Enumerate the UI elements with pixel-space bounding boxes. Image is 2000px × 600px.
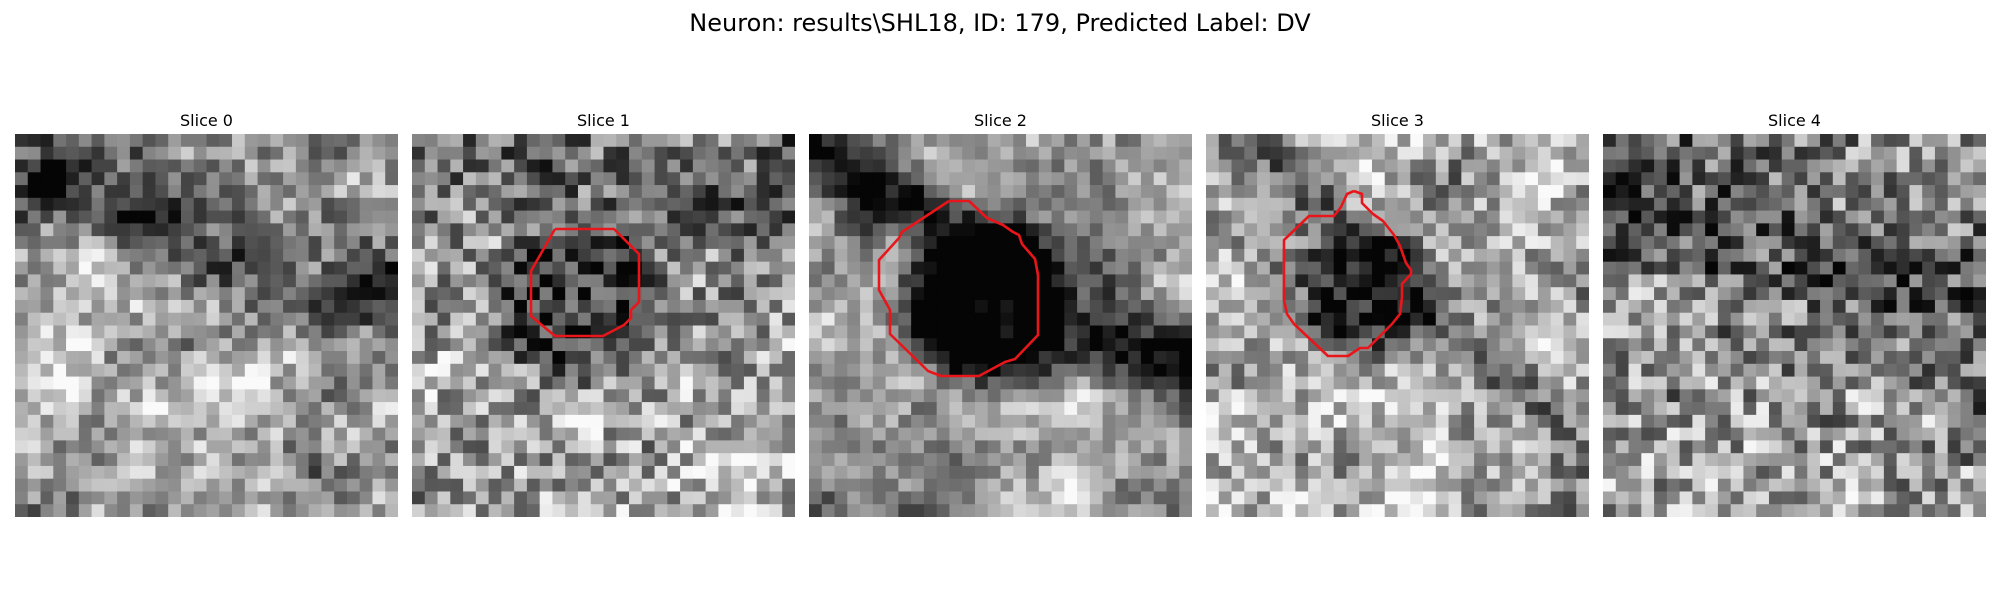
slice-panel-0: Slice 0 [15, 108, 398, 517]
slice-image-0 [15, 134, 398, 517]
slice-title-1: Slice 1 [577, 111, 630, 130]
slice-image-4 [1603, 134, 1986, 517]
slice-title-0: Slice 0 [180, 111, 233, 130]
slice-panel-3: Slice 3 [1206, 108, 1589, 517]
neuron-contour-1 [529, 227, 641, 338]
slice-title-4: Slice 4 [1768, 111, 1821, 130]
slice-title-2: Slice 2 [974, 111, 1027, 130]
figure-title: Neuron: results\SHL18, ID: 179, Predicte… [689, 9, 1311, 37]
slice-panel-2: Slice 2 [809, 108, 1192, 517]
neuron-contour-3 [1282, 189, 1413, 358]
neuron-contour-2 [877, 199, 1040, 378]
slice-image-1 [412, 134, 795, 517]
slice-image-2 [809, 134, 1192, 517]
slice-panel-4: Slice 4 [1603, 108, 1986, 517]
slice-image-3 [1206, 134, 1589, 517]
slice-panel-1: Slice 1 [412, 108, 795, 517]
slice-title-3: Slice 3 [1371, 111, 1424, 130]
